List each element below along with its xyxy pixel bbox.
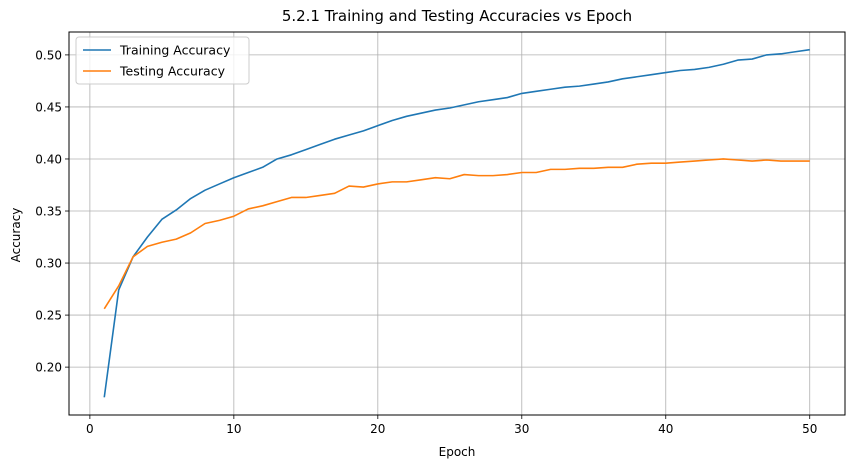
y-tick-label: 0.40 (35, 152, 62, 166)
y-tick-label: 0.30 (35, 257, 62, 271)
y-tick-label: 0.35 (35, 205, 62, 219)
series-line-testing-accuracy (103, 158, 810, 310)
y-tick-label: 0.50 (35, 48, 62, 62)
y-tick-label: 0.20 (35, 361, 62, 375)
x-tick-label: 30 (514, 422, 529, 436)
x-tick-label: 10 (226, 422, 241, 436)
y-axis-label: Accuracy (9, 208, 23, 263)
x-tick-label: 50 (802, 422, 817, 436)
series-line-training-accuracy (103, 48, 810, 398)
series-layer (103, 48, 810, 398)
chart-title: 5.2.1 Training and Testing Accuracies vs… (282, 7, 632, 25)
x-tick-label: 40 (658, 422, 673, 436)
legend-entry: Training Accuracy (119, 43, 231, 58)
y-tick-label: 0.25 (35, 309, 62, 323)
y-tick-label: 0.45 (35, 100, 62, 114)
x-tick-label: 20 (370, 422, 385, 436)
legend-box (75, 36, 250, 85)
plot-frame (68, 31, 846, 416)
x-tick-label: 0 (86, 422, 94, 436)
legend-entry: Testing Accuracy (119, 64, 226, 79)
ticks: 0 10 20 30 40 50 0.20 0.25 0.30 0.35 0.40 0.45 0.50 (35, 48, 817, 436)
grid (69, 32, 845, 415)
legend: Training Accuracy Testing Accuracy (75, 36, 250, 85)
x-axis-label: Epoch (439, 445, 476, 459)
